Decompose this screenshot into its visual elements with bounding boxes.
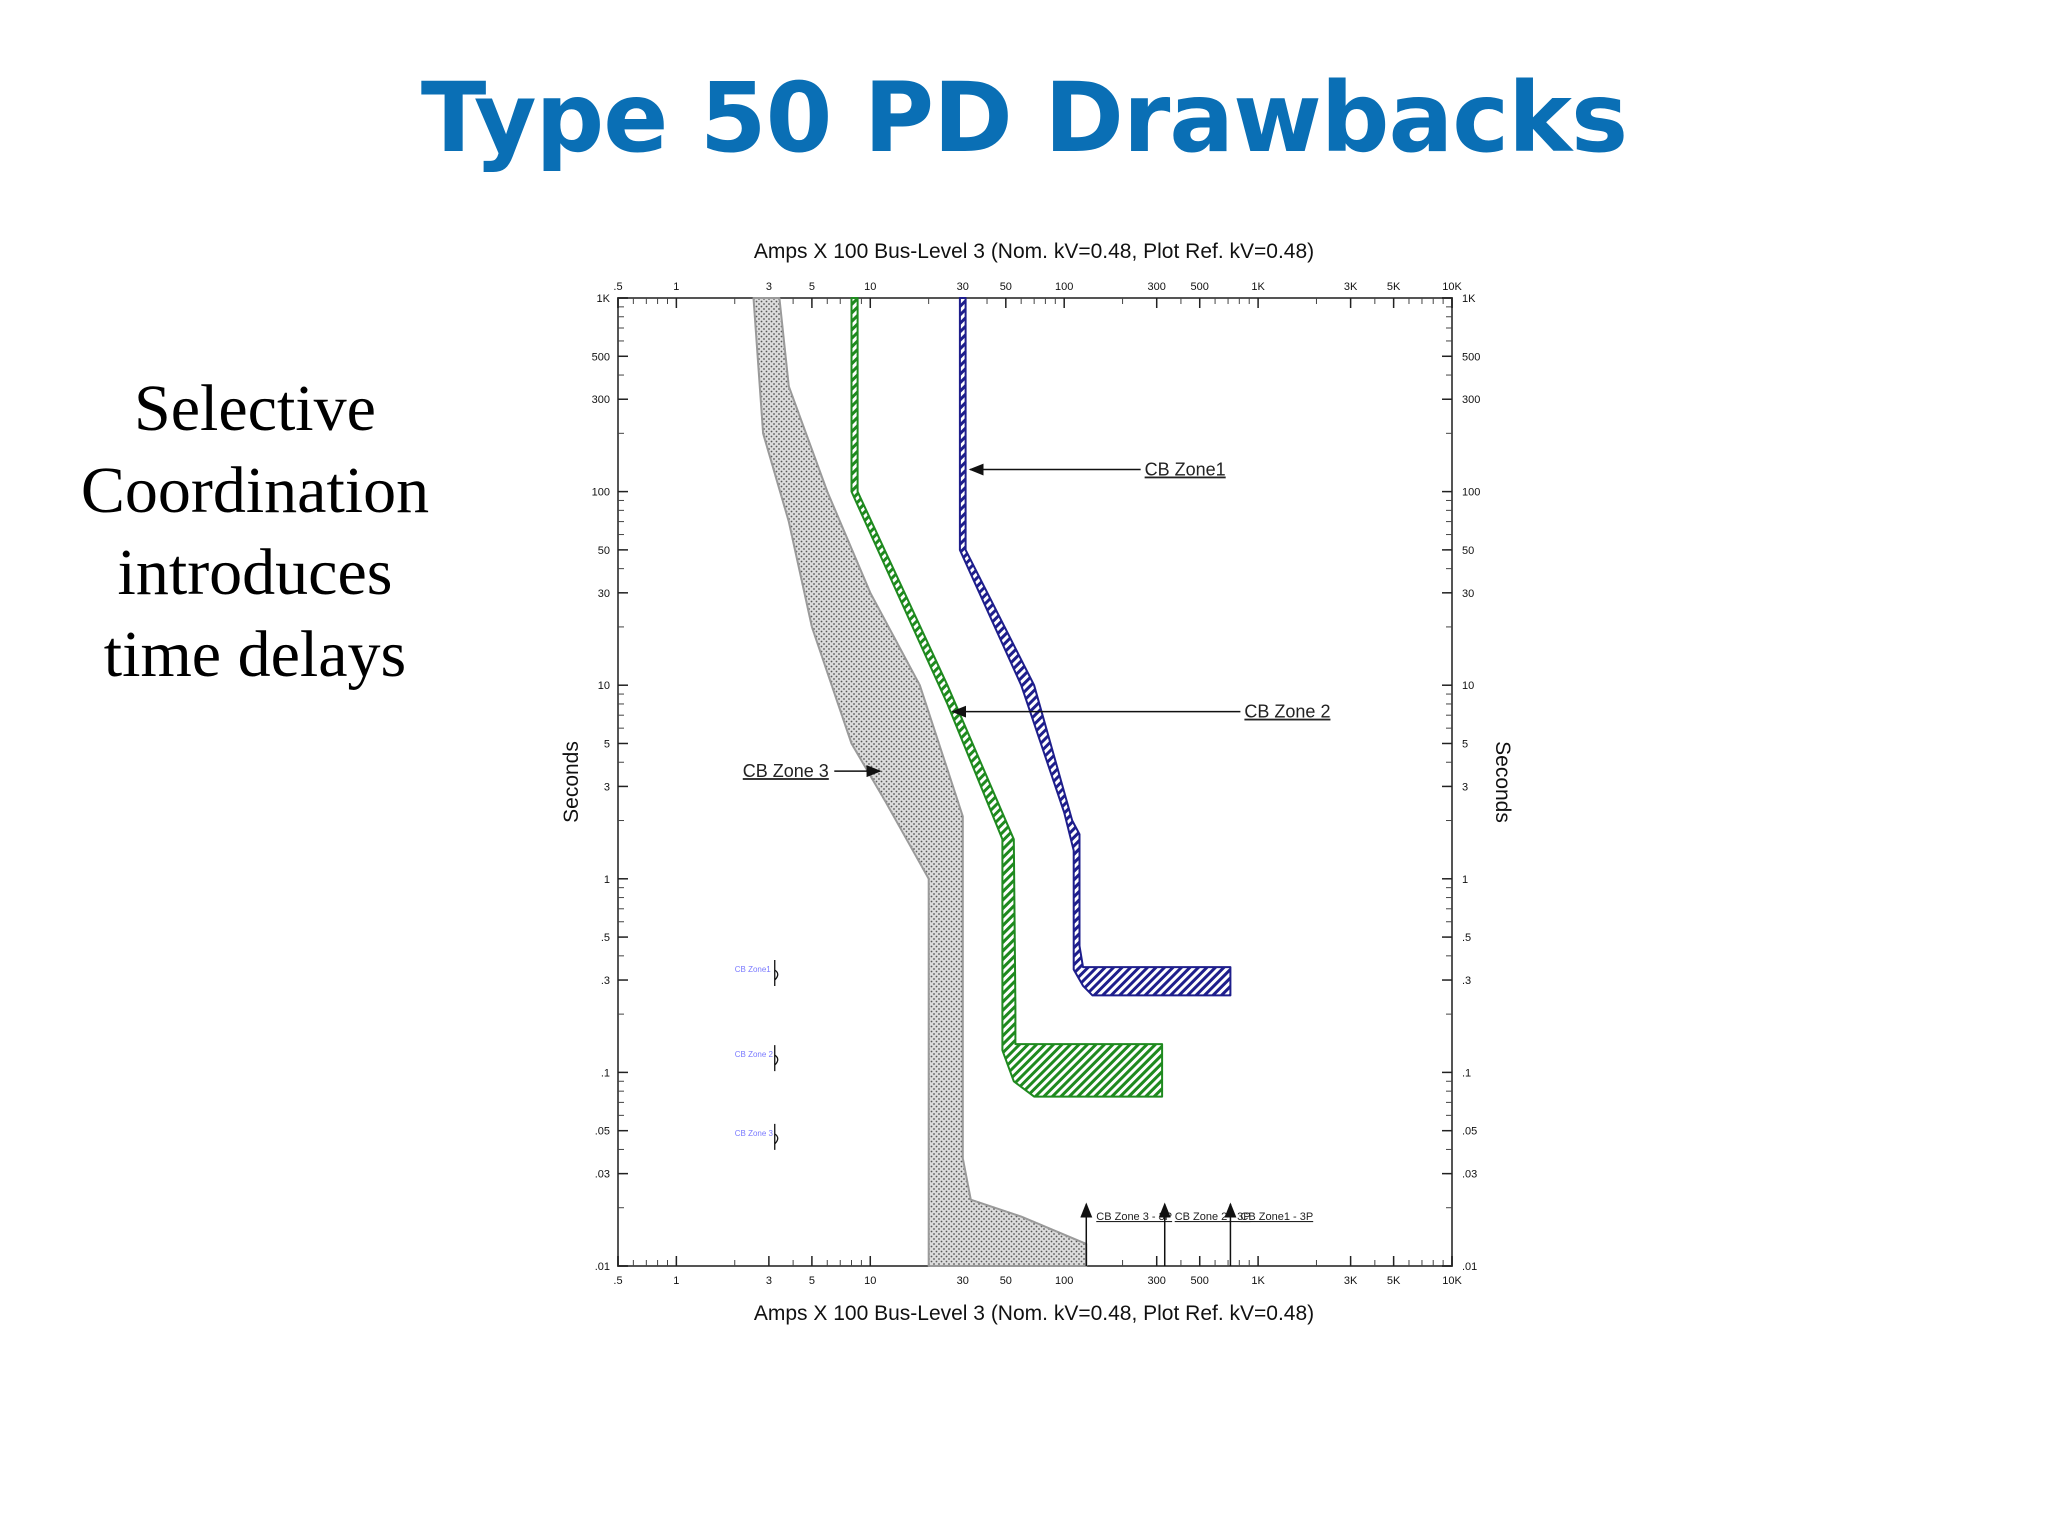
side-caption-line: time delays [103, 618, 407, 691]
x-tick-label-bottom: 3K [1344, 1275, 1358, 1287]
faint-marker-symbol [774, 960, 779, 987]
x-tick-label-bottom: 3 [766, 1275, 772, 1287]
y-tick-label-left: 5 [604, 738, 610, 750]
x-tick-label-bottom: 300 [1148, 1275, 1166, 1287]
y-tick-label-right: .01 [1462, 1261, 1477, 1273]
side-caption: Selective Coordination introduces time d… [40, 368, 470, 696]
bottom-x-axis-title: Amps X 100 Bus-Level 3 (Nom. kV=0.48, Pl… [754, 1302, 1314, 1325]
y-tick-label-left: .03 [595, 1169, 610, 1181]
x-tick-label-bottom: 10 [864, 1275, 876, 1287]
x-tick-label-bottom: 500 [1191, 1275, 1209, 1287]
fault-marker-label: CB Zone1 - 3P [1240, 1211, 1313, 1223]
x-tick-label-bottom: 5 [809, 1275, 815, 1287]
y-tick-label-right: 1K [1462, 293, 1476, 305]
faint-marker-symbol [774, 1123, 779, 1150]
curve-band-cb-zone-3 [752, 297, 1088, 1267]
faint-marker-label: CB Zone1 [735, 965, 772, 974]
x-tick-label-top: 5K [1387, 281, 1401, 293]
x-tick-label-top: 1 [673, 281, 679, 293]
right-y-axis-title: Seconds [1491, 741, 1514, 823]
y-tick-label-right: .03 [1462, 1169, 1477, 1181]
y-tick-label-left: 1K [597, 293, 611, 305]
faint-marker-symbol [774, 1045, 779, 1072]
x-tick-label-bottom: 30 [957, 1275, 969, 1287]
x-tick-label-bottom: 100 [1055, 1275, 1073, 1287]
x-tick-label-bottom: 1 [673, 1275, 679, 1287]
left-y-axis-title: Seconds [560, 741, 583, 823]
y-tick-label-right: 3 [1462, 781, 1468, 793]
y-tick-label-right: 5 [1462, 738, 1468, 750]
slide-title: Type 50 PD Drawbacks [420, 62, 1628, 174]
y-tick-label-right: 500 [1462, 351, 1480, 363]
side-caption-line: Coordination [80, 454, 430, 527]
x-tick-label-top: 3K [1344, 281, 1358, 293]
y-tick-label-left: .5 [601, 932, 610, 944]
y-tick-label-right: .3 [1462, 975, 1471, 987]
x-tick-label-bottom: 50 [1000, 1275, 1012, 1287]
top-x-axis-title: Amps X 100 Bus-Level 3 (Nom. kV=0.48, Pl… [754, 240, 1314, 263]
y-tick-label-left: 30 [598, 588, 610, 600]
plot-frame [617, 297, 1453, 1267]
side-caption-line: introduces [117, 536, 393, 609]
y-tick-label-left: .1 [601, 1067, 610, 1079]
y-tick-label-left: 3 [604, 781, 610, 793]
y-tick-label-left: 50 [598, 545, 610, 557]
x-tick-label-bottom: .5 [613, 1275, 622, 1287]
x-tick-label-top: 300 [1148, 281, 1166, 293]
fault-marker-label: CB Zone 2 - 3P [1175, 1211, 1251, 1223]
x-tick-label-bottom: 1K [1251, 1275, 1265, 1287]
y-tick-label-left: .01 [595, 1261, 610, 1273]
y-tick-label-right: 300 [1462, 394, 1480, 406]
x-tick-label-bottom: 5K [1387, 1275, 1401, 1287]
y-tick-label-left: 500 [592, 351, 610, 363]
x-tick-label-top: 30 [957, 281, 969, 293]
x-tick-label-top: 3 [766, 281, 772, 293]
annotation-label-cb-zone-2: CB Zone 2 [1244, 702, 1330, 722]
curve-band-cb-zone1 [958, 297, 1232, 997]
faint-marker-label: CB Zone 3 [735, 1129, 774, 1138]
x-tick-label-bottom: 10K [1442, 1275, 1462, 1287]
y-tick-label-left: 1 [604, 874, 610, 886]
side-caption-line: Selective [134, 372, 376, 445]
x-tick-label-top: 10K [1442, 281, 1462, 293]
y-tick-label-right: 1 [1462, 874, 1468, 886]
y-tick-label-right: .5 [1462, 932, 1471, 944]
y-tick-label-left: .05 [595, 1126, 610, 1138]
y-tick-label-right: 10 [1462, 680, 1474, 692]
y-tick-label-left: 10 [598, 680, 610, 692]
annotation-label-cb-zone1: CB Zone1 [1145, 460, 1226, 480]
y-tick-label-left: 100 [592, 487, 610, 499]
curve-band-cb-zone-2 [850, 297, 1164, 1098]
x-tick-label-top: .5 [613, 281, 622, 293]
x-tick-label-top: 5 [809, 281, 815, 293]
faint-marker-label: CB Zone 2 [735, 1050, 774, 1059]
y-tick-label-right: 50 [1462, 545, 1474, 557]
annotation-label-cb-zone-3: CB Zone 3 [743, 761, 829, 781]
y-tick-label-left: .3 [601, 975, 610, 987]
fault-marker-label: CB Zone 3 - 3P [1096, 1211, 1172, 1223]
x-tick-label-top: 100 [1055, 281, 1073, 293]
y-tick-label-right: .05 [1462, 1126, 1477, 1138]
y-tick-label-right: .1 [1462, 1067, 1471, 1079]
y-tick-label-right: 100 [1462, 487, 1480, 499]
x-tick-label-top: 1K [1251, 281, 1265, 293]
x-tick-label-top: 500 [1191, 281, 1209, 293]
x-tick-label-top: 10 [864, 281, 876, 293]
y-tick-label-left: 300 [592, 394, 610, 406]
y-tick-label-right: 30 [1462, 588, 1474, 600]
x-tick-label-top: 50 [1000, 281, 1012, 293]
